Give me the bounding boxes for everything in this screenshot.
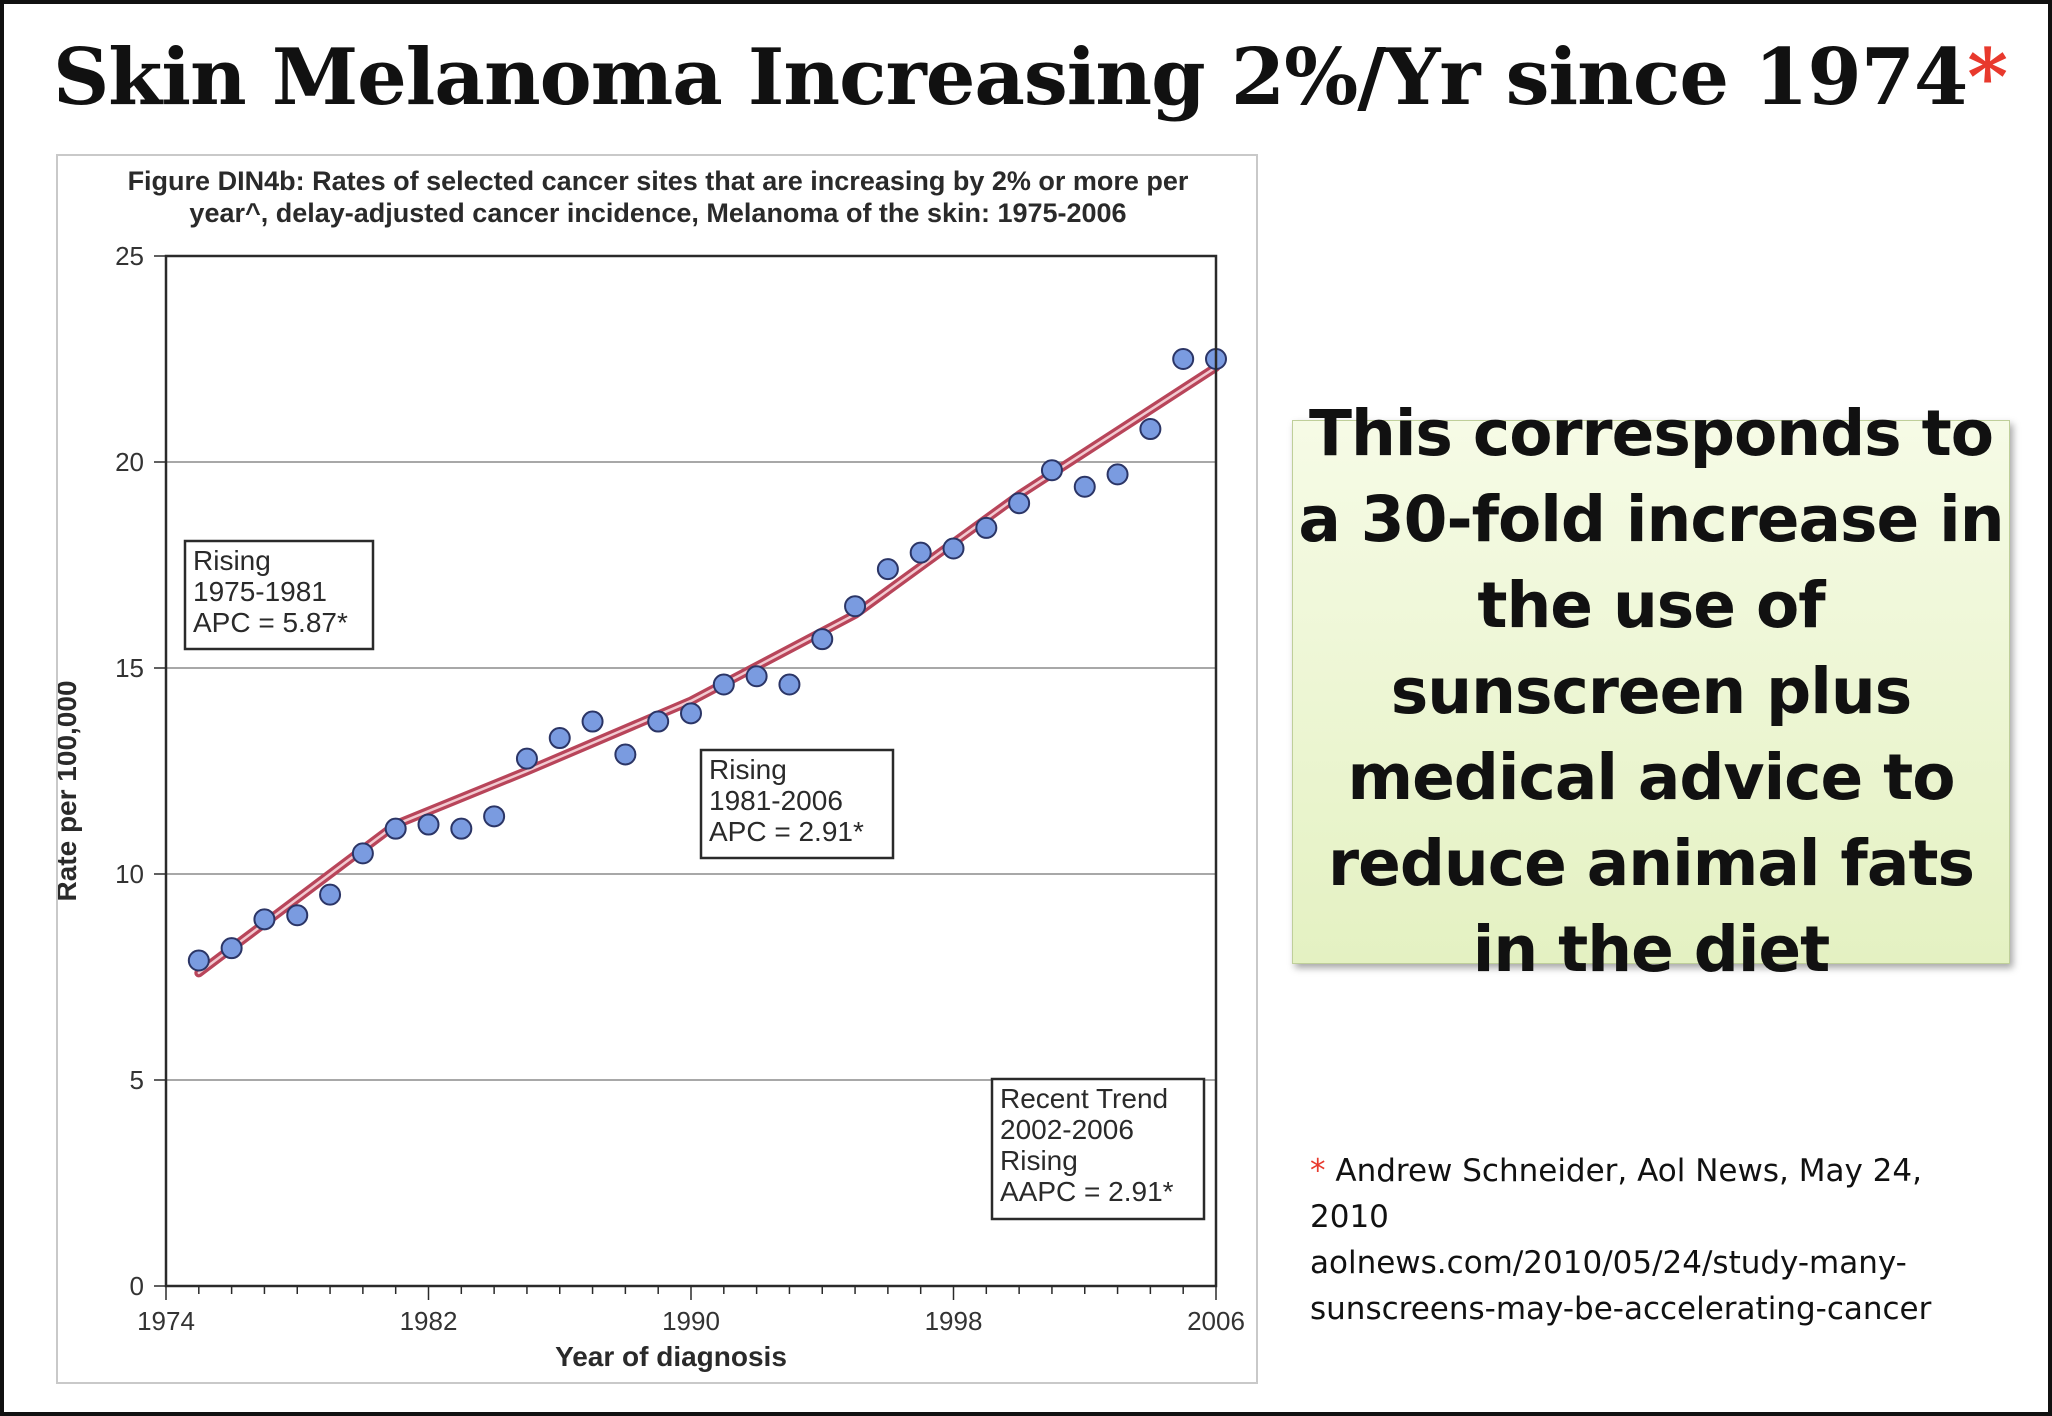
citation-asterisk: *: [1310, 1153, 1326, 1189]
data-point-2005: [1172, 348, 1195, 370]
annotation-2-line-1: Rising: [709, 754, 787, 785]
annotation-box-3: [990, 1077, 1206, 1221]
data-point-1976: [220, 937, 243, 960]
y-tick-label-5: 5: [130, 1065, 144, 1095]
data-point-1975: [187, 949, 210, 972]
axes: [154, 254, 1218, 1300]
y-axis-label: Rate per 100,000: [58, 680, 82, 901]
citation-url-line-1: aolnews.com/2010/05/24/study-many-: [1310, 1245, 1907, 1281]
x-tick-label-1982: 1982: [400, 1306, 458, 1336]
annotation-3-line-4: AAPC = 2.91*: [1000, 1176, 1174, 1207]
citation-line-1: Andrew Schneider, Aol News, May 24,: [1335, 1153, 1922, 1189]
trend-line: [194, 362, 1221, 978]
data-point-2004: [1139, 418, 1162, 441]
annotation-2-line-2: 1981-2006: [709, 785, 843, 816]
annotation-3-line-3: Rising: [1000, 1145, 1078, 1176]
data-point-1986: [548, 727, 571, 750]
x-tick-label-1990: 1990: [662, 1306, 720, 1336]
chart-text: 1974 1982 1990 1998 2006 0 5 10 15 20 25 Figure DIN…: [58, 166, 1245, 1372]
data-point-1977: [253, 908, 276, 931]
y-tick-label-10: 10: [115, 859, 144, 889]
data-point-1985: [515, 747, 538, 770]
data-point-1993: [778, 673, 801, 696]
y-tick-label-20: 20: [115, 447, 144, 477]
data-point-1997: [909, 541, 932, 564]
data-point-1981: [384, 817, 407, 840]
data-point-1998: [942, 537, 965, 560]
annotation-3-line-1: Recent Trend: [1000, 1083, 1168, 1114]
y-tick-label-0: 0: [130, 1271, 144, 1301]
x-tick-label-1998: 1998: [925, 1306, 983, 1336]
citation-line-2: 2010: [1310, 1199, 1389, 1235]
annotation-1-line-1: Rising: [193, 545, 271, 576]
data-point-1988: [614, 743, 637, 766]
x-axis-label: Year of diagnosis: [555, 1341, 787, 1372]
data-point-1979: [319, 883, 342, 906]
data-point-1995: [844, 595, 867, 618]
citation: * Andrew Schneider, Aol News, May 24, 20…: [1310, 1148, 2010, 1332]
figure-title-line-2: year^, delay-adjusted cancer incidence, …: [189, 198, 1126, 228]
callout-text: This corresponds to a 30-fold increase i…: [1298, 397, 2004, 986]
trend-line-group: [194, 362, 1221, 978]
data-point-1990: [680, 702, 702, 725]
x-tick-label-1974: 1974: [137, 1306, 195, 1336]
data-point-1991: [712, 673, 735, 696]
title-asterisk: *: [1967, 32, 2008, 123]
data-point-1989: [647, 710, 670, 733]
x-tick-label-2006: 2006: [1187, 1306, 1245, 1336]
data-point-1992: [745, 665, 768, 688]
data-point-1982: [417, 813, 440, 836]
citation-url-line-2: sunscreens-may-be-accelerating-cancer: [1310, 1291, 1932, 1327]
annotation-3-line-2: 2002-2006: [1000, 1114, 1134, 1145]
data-point-2000: [1008, 492, 1031, 515]
slide-title: Skin Melanoma Increasing 2%/Yr since 197…: [4, 32, 2052, 123]
slide-title-text: Skin Melanoma Increasing 2%/Yr since 197…: [52, 32, 1968, 123]
data-point-2003: [1106, 463, 1129, 486]
figure-title-line-1: Figure DIN4b: Rates of selected cancer s…: [128, 166, 1189, 196]
data-point-1996: [876, 558, 899, 581]
data-point-2002: [1073, 475, 1096, 498]
annotation-box-2: [699, 748, 895, 860]
annotation-1-line-3: APC = 5.87*: [193, 607, 348, 638]
annotation-1-line-2: 1975-1981: [193, 576, 327, 607]
y-tick-label-25: 25: [115, 241, 144, 271]
data-point-1987: [581, 710, 604, 733]
annotation-2-line-3: APC = 2.91*: [709, 816, 864, 847]
annotation-box-1: [183, 539, 375, 651]
data-point-1978: [286, 904, 309, 927]
data-point-1984: [483, 805, 506, 828]
y-tick-label-15: 15: [115, 653, 144, 683]
data-point-1980: [351, 842, 374, 865]
data-point-1983: [450, 817, 473, 840]
data-point-1999: [975, 516, 998, 539]
data-point-2001: [1040, 459, 1063, 482]
data-point-1994: [811, 628, 834, 651]
gridlines: [166, 255, 1216, 1081]
callout-box: This corresponds to a 30-fold increase i…: [1292, 397, 2010, 986]
trend-line-highlight: [197, 365, 1218, 975]
chart-panel: Rising 1975-1981 APC = 5.87* Rising 1981-200…: [56, 154, 1258, 1384]
data-points: [187, 348, 1227, 972]
